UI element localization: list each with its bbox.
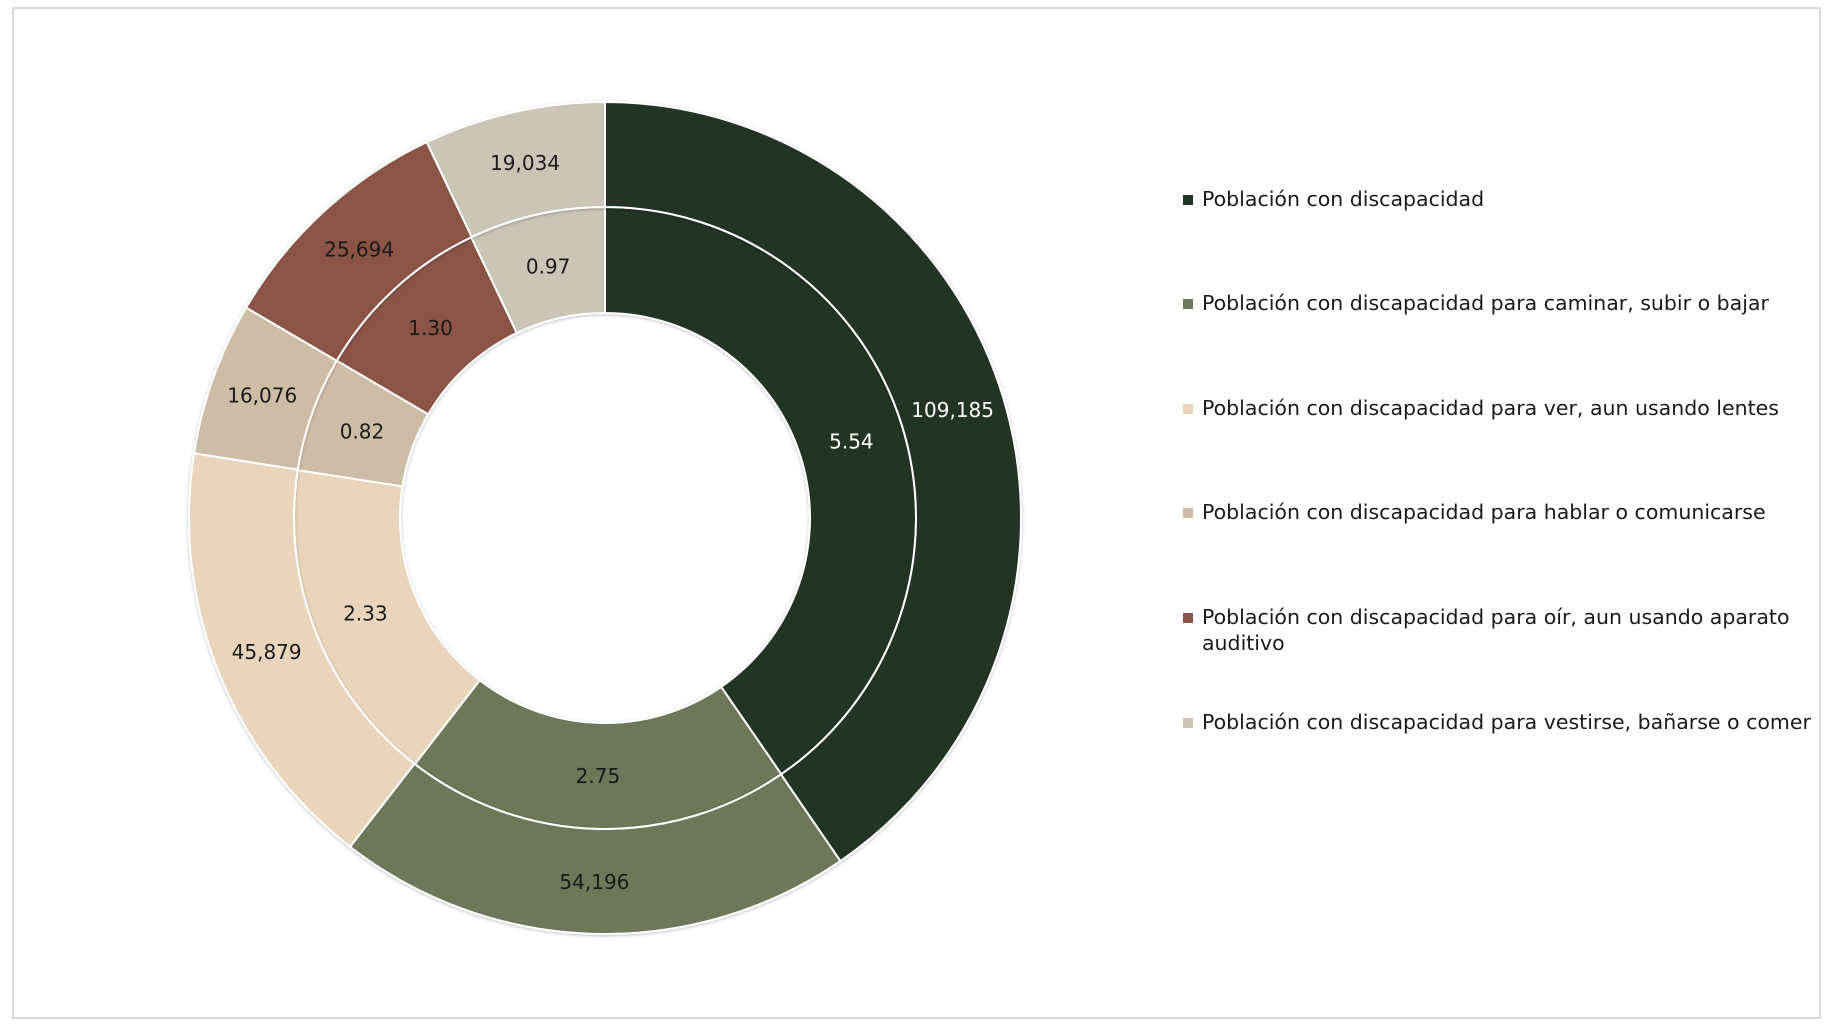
- legend-swatch: [1183, 195, 1193, 205]
- inner-ring: [293, 205, 917, 830]
- legend-swatch: [1183, 508, 1193, 518]
- outer-ring: [188, 100, 1022, 935]
- outer-slice-6: [425, 100, 606, 239]
- outer-label-6: 19,034: [490, 151, 560, 175]
- outer-label-5: 25,694: [324, 238, 394, 262]
- outer-label-3: 45,879: [232, 640, 302, 664]
- inner-label-4: 0.82: [340, 419, 385, 443]
- legend-label: Población con discapacidad para hablar o…: [1202, 500, 1766, 524]
- inner-label-5: 1.30: [408, 316, 453, 340]
- inner-label-3: 2.33: [343, 602, 388, 626]
- legend-item: Población con discapacidad para hablar o…: [1183, 499, 1812, 525]
- legend-swatch: [1183, 718, 1193, 728]
- inner-label-2: 2.75: [576, 764, 621, 788]
- legend-item: Población con discapacidad para vestirse…: [1183, 709, 1812, 735]
- legend-swatch: [1183, 404, 1193, 414]
- legend-label: Población con discapacidad para oír, aun…: [1202, 605, 1790, 655]
- legend-label: Población con discapacidad para caminar,…: [1202, 291, 1769, 315]
- legend-label: Población con discapacidad para vestirse…: [1202, 710, 1811, 734]
- inner-label-6: 0.97: [526, 254, 571, 278]
- inner-label-1: 5.54: [829, 429, 874, 453]
- legend-item: Población con discapacidad: [1183, 186, 1812, 212]
- outer-slice-1: [604, 100, 1022, 863]
- outer-label-1: 109,185: [911, 398, 994, 422]
- legend-label: Población con discapacidad para ver, aun…: [1202, 396, 1779, 420]
- legend-item: Población con discapacidad para caminar,…: [1183, 290, 1812, 316]
- outer-label-4: 16,076: [227, 384, 297, 408]
- legend-item: Población con discapacidad para ver, aun…: [1183, 395, 1812, 421]
- legend-item: Población con discapacidad para oír, aun…: [1183, 604, 1812, 656]
- legend-label: Población con discapacidad: [1202, 187, 1485, 211]
- legend-swatch: [1183, 299, 1193, 309]
- outer-label-2: 54,196: [559, 870, 629, 894]
- legend-swatch: [1183, 613, 1193, 623]
